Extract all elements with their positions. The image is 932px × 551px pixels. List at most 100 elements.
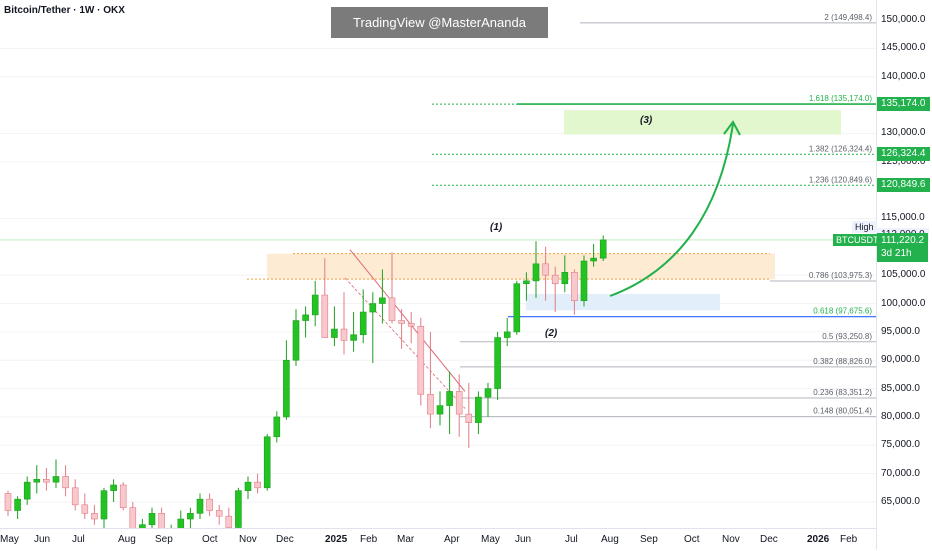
fib-label: 0.382 (88,826.0)	[813, 357, 872, 366]
candle-body	[52, 476, 60, 483]
time-tick-label: Dec	[760, 534, 778, 545]
candle-body	[475, 396, 482, 423]
price-tick-label: 100,000.0	[881, 297, 926, 309]
time-tick-label: 2026	[807, 534, 830, 545]
symbol-title: Bitcoin/Tether · 1W · OKX	[4, 5, 125, 16]
candle-body	[379, 297, 386, 304]
time-tick-label: Oct	[202, 534, 218, 545]
candle-body	[465, 413, 473, 423]
watermark: TradingView @MasterAnanda	[331, 7, 548, 38]
projection-arrow	[609, 123, 734, 297]
candle-body	[81, 504, 89, 514]
price-tick-label: 70,000.0	[881, 467, 920, 479]
candle-body	[350, 334, 357, 341]
candle-body	[33, 479, 41, 483]
candle-body	[14, 498, 21, 511]
fib-label: 0.618 (97,675.6)	[813, 307, 872, 316]
candle-body	[215, 510, 223, 517]
time-tick-label: May	[0, 534, 19, 545]
time-tick-label: Mar	[397, 534, 415, 545]
price-tick-label: 150,000.0	[881, 14, 926, 25]
candle-body	[561, 272, 569, 284]
arrow-head	[723, 120, 741, 136]
time-tick-label: Apr	[444, 534, 460, 545]
time-tick-label: Dec	[276, 534, 294, 545]
candle-body	[23, 481, 31, 500]
price-tick-label: 125,000.0	[881, 155, 926, 167]
candle-body	[340, 328, 348, 341]
candle-body	[129, 507, 137, 528]
candle-body	[532, 263, 540, 282]
time-tick-label: Jul	[565, 534, 578, 545]
candle-body	[417, 325, 425, 395]
candle-body	[62, 476, 69, 489]
candle-body	[369, 303, 377, 313]
candle-body	[542, 263, 549, 276]
candle-body	[494, 337, 501, 389]
resistance-zone	[267, 253, 775, 280]
candle-body	[484, 388, 492, 398]
target-zone	[564, 110, 841, 135]
time-axis[interactable]: May Jun Jul Aug Sep Oct Nov Dec 2025 Feb Mar Apr May…	[0, 528, 876, 551]
candle-body	[513, 283, 521, 333]
time-tick-label: Oct	[684, 534, 700, 545]
target-price-tag: 126,324.4	[877, 147, 930, 162]
candle-body	[398, 320, 405, 324]
candle-body	[100, 490, 108, 520]
wave-label: (2)	[545, 328, 558, 339]
fib-label: 0.5 (93,250.8)	[822, 332, 872, 341]
trendline	[349, 249, 466, 392]
candle-body	[446, 391, 453, 406]
time-tick-label: 2025	[325, 534, 348, 545]
time-tick-label: Sep	[155, 534, 173, 545]
price-tick-label: 75,000.0	[881, 439, 920, 451]
candle-body	[71, 487, 79, 506]
candle-body	[206, 498, 213, 511]
candle-body	[503, 331, 511, 338]
price-tick-label: 80,000.0	[881, 410, 920, 422]
target-price-tag: 120,849.6	[877, 178, 930, 193]
candle-body	[263, 436, 271, 489]
candle-body	[599, 239, 607, 259]
time-tick-label: Sep	[640, 534, 658, 545]
fib-label: 0.148 (80,051.4)	[813, 407, 872, 416]
candle-body	[158, 513, 165, 528]
candle-body	[244, 481, 252, 491]
price-tick-label: 65,000.0	[881, 496, 920, 507]
candle-body	[302, 314, 309, 321]
bar-countdown: 3d 21h	[881, 247, 912, 259]
candle-body	[110, 484, 117, 491]
last-price-tag: 111,220.2 3d 21h	[877, 232, 929, 262]
price-tick-label: 145,000.0	[881, 42, 926, 54]
candle-body	[177, 518, 185, 528]
fib-label: 2 (149,498.4)	[824, 13, 872, 22]
fib-label: 1.618 (135,174.0)	[809, 94, 872, 103]
trendline-dashed	[344, 277, 466, 409]
candlestick-chart: (1) (2) (3) 2 (149,498.4) 1.618 (135,174.0) 1…	[0, 13, 876, 528]
time-tick-label: Jun	[34, 534, 51, 545]
time-tick-label: Jun	[515, 534, 532, 545]
candle-body	[311, 294, 319, 316]
high-label: High	[852, 221, 877, 233]
price-tick-label: 115,000.0	[881, 212, 925, 224]
candle-body	[407, 323, 415, 327]
candle-body	[523, 280, 530, 284]
candle-body	[436, 405, 444, 415]
candle-body	[331, 328, 338, 338]
price-axis[interactable]: 150,000.0 145,000.0 140,000.0 130,000.0 125,…	[876, 0, 932, 550]
time-tick-label: Aug	[118, 534, 136, 545]
wave-label: (3)	[640, 115, 653, 126]
candle-body	[359, 311, 367, 336]
candle-body	[455, 391, 463, 415]
candle-body	[254, 481, 261, 489]
time-tick-label: Feb	[840, 534, 858, 545]
time-tick-label: Nov	[722, 534, 740, 545]
candle-body	[119, 484, 127, 508]
candle-body	[321, 294, 329, 338]
candle-body	[225, 515, 233, 528]
time-tick-label: Feb	[360, 534, 378, 545]
wave-label: (1)	[490, 222, 503, 233]
candle-body	[580, 260, 588, 301]
price-tick-label: 90,000.0	[881, 354, 920, 366]
candle-body	[590, 257, 597, 262]
